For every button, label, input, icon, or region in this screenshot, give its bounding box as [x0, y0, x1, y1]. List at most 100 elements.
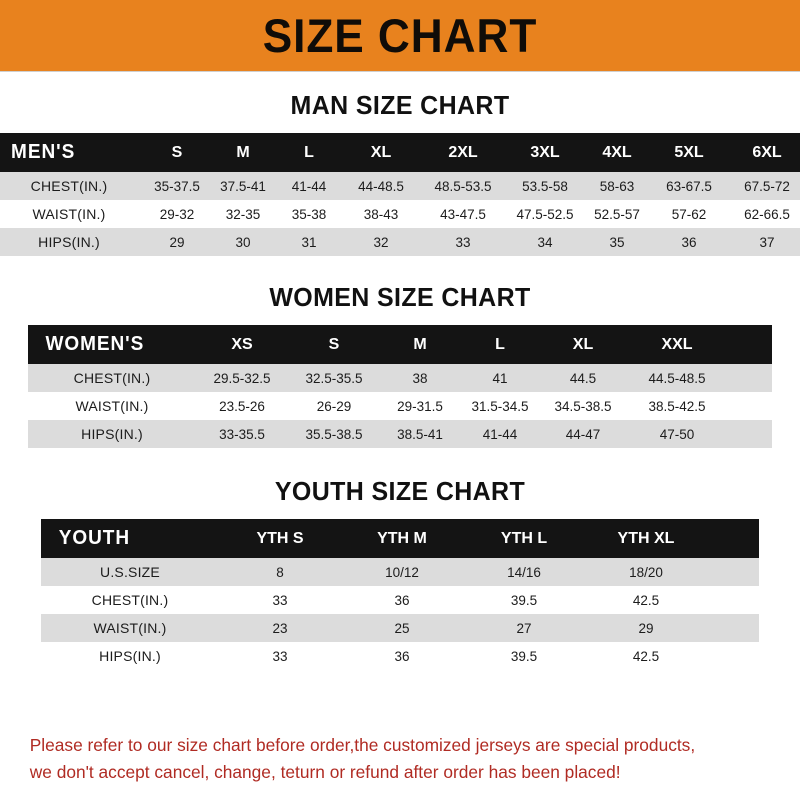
man-cell-2-4: 33 [455, 234, 471, 250]
women-cell-1-3: 31.5-34.5 [471, 398, 529, 414]
women-cell-1-1: 26-29 [316, 398, 352, 414]
women-cell-0-1: 32.5-35.5 [305, 370, 363, 386]
youth-table-wrap: YOUTH YTH S YTH M YTH L YTH XL U.S.SIZE … [0, 507, 800, 670]
women-cell-0-4: 44.5 [569, 370, 597, 386]
man-header-cell-2: M [236, 143, 250, 161]
youth-row-0-label: U.S.SIZE [100, 564, 160, 580]
man-cell-2-2: 31 [301, 234, 317, 250]
man-cell-1-4: 43-47.5 [440, 206, 486, 222]
man-header-cell-4: XL [370, 143, 392, 161]
man-table-head: MEN'S S M L XL 2XL 3XL 4XL 5XL 6XL [0, 133, 800, 172]
youth-size-table: YOUTH YTH S YTH M YTH L YTH XL U.S.SIZE … [41, 519, 759, 670]
women-cell-0-6 [728, 364, 772, 392]
youth-cell-3-4 [707, 642, 759, 670]
youth-cell-1-0: 33 [272, 592, 288, 608]
women-section-title: WOMEN SIZE CHART [269, 282, 531, 312]
women-row-2-label: HIPS(IN.) [81, 426, 143, 442]
women-cell-0-0: 29.5-32.5 [213, 370, 271, 386]
women-cell-2-6 [728, 420, 772, 448]
women-header-cell-2: S [328, 335, 340, 353]
man-header-cell-5: 2XL [448, 143, 478, 161]
youth-row-3-label: HIPS(IN.) [99, 648, 161, 664]
table-row: CHEST(IN.) 35-37.5 37.5-41 41-44 44-48.5… [0, 172, 800, 200]
youth-header-cell-1: YTH S [256, 529, 304, 547]
youth-row-2-label: WAIST(IN.) [93, 620, 167, 636]
table-row: WAIST(IN.) 23.5-26 26-29 29-31.5 31.5-34… [28, 392, 772, 420]
table-row: WAIST(IN.) 29-32 32-35 35-38 38-43 43-47… [0, 200, 800, 228]
man-cell-1-5: 47.5-52.5 [516, 206, 574, 222]
man-cell-2-3: 32 [373, 234, 389, 250]
man-cell-1-2: 35-38 [291, 206, 327, 222]
women-cell-1-0: 23.5-26 [219, 398, 265, 414]
table-row: HIPS(IN.) 33 36 39.5 42.5 [41, 642, 759, 670]
youth-cell-2-0: 23 [272, 620, 288, 636]
page-title: SIZE CHART [262, 9, 538, 62]
youth-row-1-label: CHEST(IN.) [91, 592, 169, 608]
man-cell-0-5: 53.5-58 [522, 178, 568, 194]
man-cell-1-7: 57-62 [671, 206, 707, 222]
youth-cell-1-3: 42.5 [632, 592, 660, 608]
man-row-0-label: CHEST(IN.) [30, 178, 108, 194]
man-cell-2-7: 36 [681, 234, 697, 250]
order-disclaimer: Please refer to our size chart before or… [4, 732, 796, 786]
women-cell-0-2: 38 [412, 370, 428, 386]
youth-cell-2-2: 27 [516, 620, 532, 636]
women-table-head: WOMEN'S XS S M L XL XXL [28, 325, 772, 364]
man-cell-0-6: 58-63 [599, 178, 635, 194]
man-cell-2-8: 37 [759, 234, 775, 250]
man-header-row: MEN'S S M L XL 2XL 3XL 4XL 5XL 6XL [0, 133, 800, 172]
youth-table-head: YOUTH YTH S YTH M YTH L YTH XL [41, 519, 759, 558]
youth-header-cell-0: YOUTH [58, 527, 131, 549]
youth-header-cell-4: YTH XL [617, 529, 675, 547]
women-cell-2-3: 41-44 [482, 426, 518, 442]
women-size-table: WOMEN'S XS S M L XL XXL CHEST(IN.) 29.5-… [28, 325, 772, 448]
women-header-cell-5: XL [572, 335, 594, 353]
youth-cell-0-1: 10/12 [385, 564, 419, 580]
women-header-cell-0: WOMEN'S [45, 333, 145, 355]
man-cell-0-8: 67.5-72 [744, 178, 790, 194]
youth-cell-2-1: 25 [394, 620, 410, 636]
women-header-row: WOMEN'S XS S M L XL XXL [28, 325, 772, 364]
women-table-wrap: WOMEN'S XS S M L XL XXL CHEST(IN.) 29.5-… [0, 313, 800, 448]
man-table-body: CHEST(IN.) 35-37.5 37.5-41 41-44 44-48.5… [0, 172, 800, 256]
man-cell-1-8: 62-66.5 [744, 206, 790, 222]
women-row-1-label: WAIST(IN.) [75, 398, 149, 414]
youth-header-cell-5 [707, 519, 759, 558]
man-header-cell-6: 3XL [530, 143, 560, 161]
man-row-2-label: HIPS(IN.) [38, 234, 100, 250]
youth-cell-2-4 [707, 614, 759, 642]
page-banner: SIZE CHART [0, 0, 800, 72]
man-cell-0-7: 63-67.5 [666, 178, 712, 194]
women-header-cell-6: XXL [661, 335, 693, 353]
man-row-1-label: WAIST(IN.) [32, 206, 106, 222]
women-cell-2-5: 47-50 [659, 426, 695, 442]
women-cell-2-2: 38.5-41 [397, 426, 443, 442]
man-cell-0-0: 35-37.5 [154, 178, 200, 194]
women-row-0-label: CHEST(IN.) [73, 370, 151, 386]
man-cell-2-5: 34 [537, 234, 553, 250]
women-cell-1-2: 29-31.5 [397, 398, 443, 414]
youth-cell-1-2: 39.5 [510, 592, 538, 608]
women-header-cell-4: L [495, 335, 505, 353]
man-header-cell-1: S [171, 143, 183, 161]
youth-cell-2-3: 29 [638, 620, 654, 636]
man-header-cell-8: 5XL [674, 143, 704, 161]
women-cell-0-3: 41 [492, 370, 508, 386]
women-header-cell-3: M [413, 335, 427, 353]
man-cell-1-1: 32-35 [225, 206, 261, 222]
youth-cell-0-3: 18/20 [629, 564, 663, 580]
man-cell-2-0: 29 [169, 234, 185, 250]
youth-cell-0-0: 8 [276, 564, 284, 580]
women-header-cell-7 [728, 325, 772, 364]
youth-cell-1-1: 36 [394, 592, 410, 608]
man-cell-1-3: 38-43 [363, 206, 399, 222]
table-row: CHEST(IN.) 29.5-32.5 32.5-35.5 38 41 44.… [28, 364, 772, 392]
women-cell-1-4: 34.5-38.5 [554, 398, 612, 414]
women-cell-2-0: 33-35.5 [219, 426, 265, 442]
man-cell-2-6: 35 [609, 234, 625, 250]
youth-header-cell-2: YTH M [377, 529, 427, 547]
women-cell-1-6 [728, 392, 772, 420]
disclaimer-line-1: Please refer to our size chart before or… [29, 734, 696, 755]
man-size-table: MEN'S S M L XL 2XL 3XL 4XL 5XL 6XL CHEST… [0, 133, 800, 256]
